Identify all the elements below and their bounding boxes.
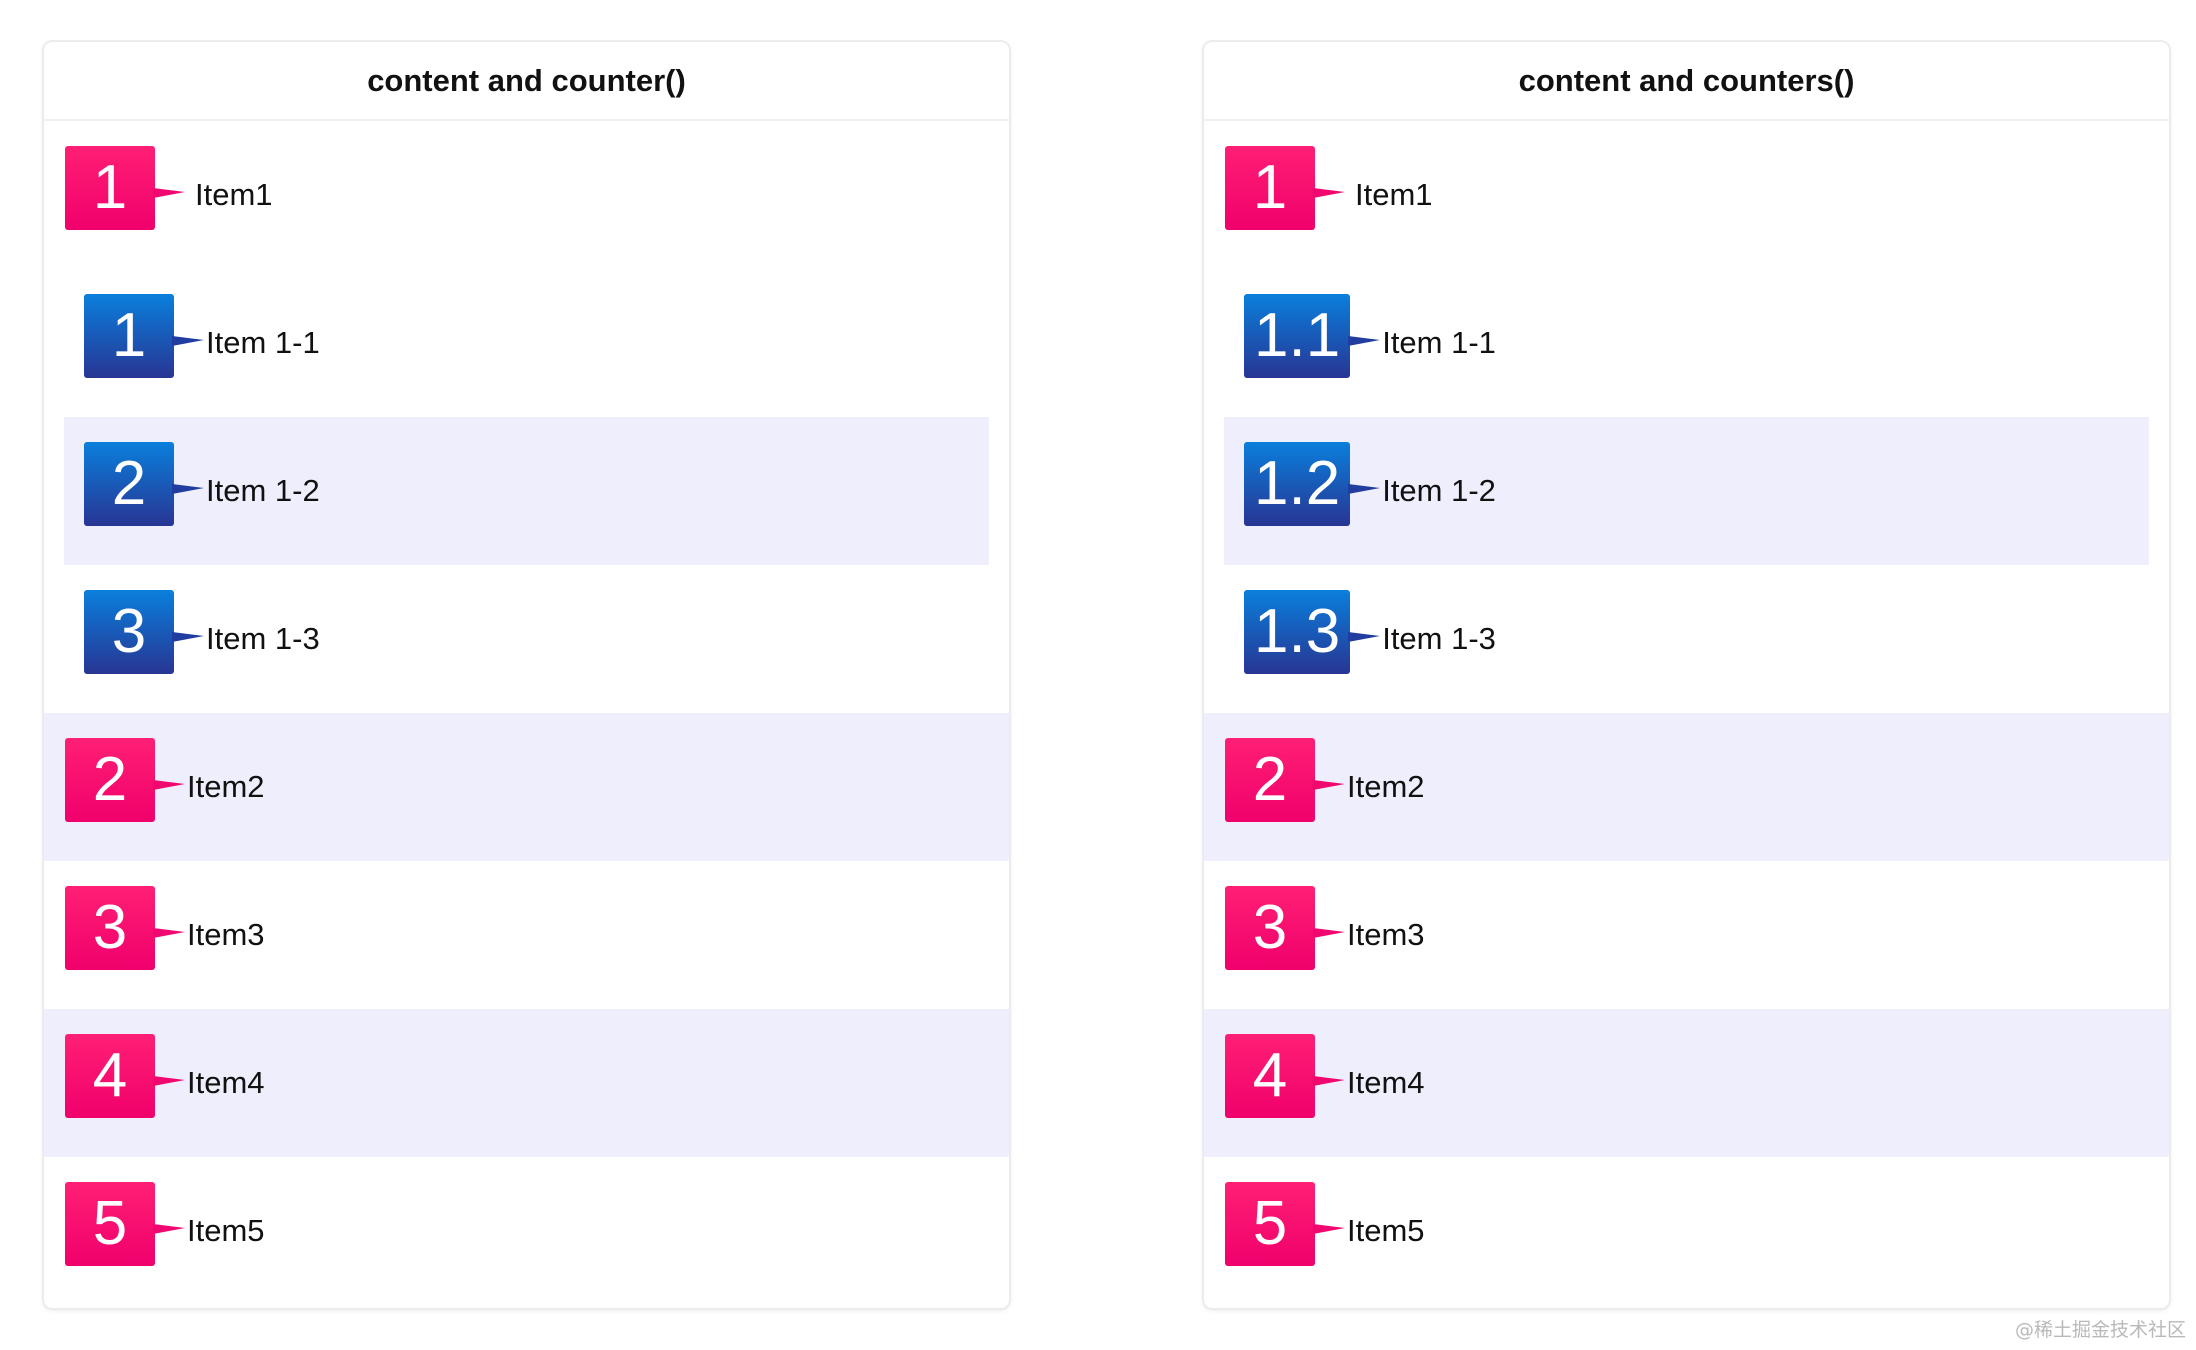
counter-value: 1.3 — [1254, 597, 1341, 666]
list-item-5: 5 Item5 — [1204, 1157, 2169, 1305]
counter-value: 2 — [111, 449, 147, 518]
counter-value: 1 — [92, 153, 128, 222]
nested-item-1-2: 1.2 Item 1-2 — [1224, 417, 2149, 565]
nested-item-1-3: 3 Item 1-3 — [64, 565, 989, 713]
nested-item-1-3: 1.3 Item 1-3 — [1224, 565, 2149, 713]
badge-pointer — [172, 632, 204, 642]
counter-badge: 5 — [65, 1182, 185, 1266]
item-label: Item2 — [187, 769, 265, 804]
counter-badge: 3 — [84, 590, 204, 674]
list-item-5: 5 Item5 — [44, 1157, 1009, 1305]
list-item-3: 3 Item3 — [44, 861, 1009, 1009]
counter-value: 1 — [111, 301, 147, 370]
badge-pointer — [153, 188, 185, 198]
badge-pointer — [1348, 632, 1381, 642]
counter-value: 1 — [1252, 153, 1288, 222]
counter-badge: 2 — [84, 442, 204, 526]
item-label: Item 1-1 — [206, 325, 320, 360]
counter-value: 5 — [92, 1189, 128, 1258]
counter-badge: 1 — [1225, 146, 1345, 230]
nested-item-1-1: 1.1 Item 1-1 — [1224, 269, 2149, 417]
badge-pointer — [1313, 928, 1345, 938]
counter-value: 1.1 — [1254, 301, 1341, 370]
counter-badge: 3 — [65, 886, 185, 970]
item-label: Item4 — [1347, 1065, 1425, 1100]
item-label: Item 1-2 — [206, 473, 320, 508]
counters-list: 1 Item1 1.1 Item 1-1 1.2 — [1204, 121, 2169, 1305]
counter-badge: 1 — [84, 294, 204, 378]
counter-value: 2 — [92, 745, 128, 814]
item-label: Item3 — [187, 917, 265, 952]
item-label: Item5 — [187, 1213, 265, 1248]
badge-pointer — [1313, 1224, 1345, 1234]
nested-list: 1 Item 1-1 2 Item 1-2 3 — [44, 269, 1009, 713]
list-item-4: 4 Item4 — [1204, 1009, 2169, 1157]
item-label: Item5 — [1347, 1213, 1425, 1248]
item-label: Item1 — [1355, 177, 1433, 212]
panel-title: content and counter() — [44, 42, 1009, 121]
item-label: Item 1-2 — [1382, 473, 1496, 508]
counter-value: 4 — [1252, 1041, 1288, 1110]
counter-value: 4 — [92, 1041, 128, 1110]
item-label: Item3 — [1347, 917, 1425, 952]
list-item-2: 2 Item2 — [44, 713, 1009, 861]
counter-value: 3 — [92, 893, 128, 962]
counter-value: 3 — [111, 597, 147, 666]
list-item-2: 2 Item2 — [1204, 713, 2169, 861]
badge-pointer — [1348, 484, 1381, 494]
badge-pointer — [153, 1224, 185, 1234]
item-label: Item4 — [187, 1065, 265, 1100]
badge-pointer — [153, 928, 185, 938]
list-item-3: 3 Item3 — [1204, 861, 2169, 1009]
badge-pointer — [153, 780, 185, 790]
badge-pointer — [153, 1076, 185, 1086]
counter-badge: 1.1 — [1244, 294, 1381, 378]
item-label: Item1 — [195, 177, 273, 212]
counter-value: 3 — [1252, 893, 1288, 962]
item-label: Item 1-3 — [206, 621, 320, 656]
counter-badge: 4 — [1225, 1034, 1345, 1118]
counter-badge: 4 — [65, 1034, 185, 1118]
badge-pointer — [1313, 188, 1345, 198]
counter-list: 1 Item1 1 Item 1-1 2 — [44, 121, 1009, 1305]
badge-pointer — [1313, 780, 1345, 790]
item-label: Item 1-3 — [1382, 621, 1496, 656]
panel-title: content and counters() — [1204, 42, 2169, 121]
list-item-1: 1 Item1 — [44, 121, 1009, 269]
counter-value: 1.2 — [1254, 449, 1341, 518]
counter-panel: content and counter() 1 Item1 1 Item 1-1 — [44, 42, 1009, 1308]
counters-panel: content and counters() 1 Item1 1.1 Item … — [1204, 42, 2169, 1308]
item-label: Item 1-1 — [1382, 325, 1496, 360]
badge-pointer — [1313, 1076, 1345, 1086]
counter-value: 5 — [1252, 1189, 1288, 1258]
badge-pointer — [172, 484, 204, 494]
counter-badge: 1.3 — [1244, 590, 1381, 674]
counter-badge: 2 — [65, 738, 185, 822]
counter-badge: 1 — [65, 146, 185, 230]
badge-pointer — [172, 336, 204, 346]
nested-list: 1.1 Item 1-1 1.2 Item 1-2 1.3 — [1204, 269, 2169, 713]
item-label: Item2 — [1347, 769, 1425, 804]
list-item-4: 4 Item4 — [44, 1009, 1009, 1157]
nested-item-1-1: 1 Item 1-1 — [64, 269, 989, 417]
nested-item-1-2: 2 Item 1-2 — [64, 417, 989, 565]
counter-badge: 1.2 — [1244, 442, 1381, 526]
counter-value: 2 — [1252, 745, 1288, 814]
watermark: @稀土掘金技术社区 — [2014, 1319, 2186, 1341]
list-item-1: 1 Item1 — [1204, 121, 2169, 269]
counter-badge: 2 — [1225, 738, 1345, 822]
badge-pointer — [1348, 336, 1381, 346]
counter-badge: 3 — [1225, 886, 1345, 970]
counter-badge: 5 — [1225, 1182, 1345, 1266]
